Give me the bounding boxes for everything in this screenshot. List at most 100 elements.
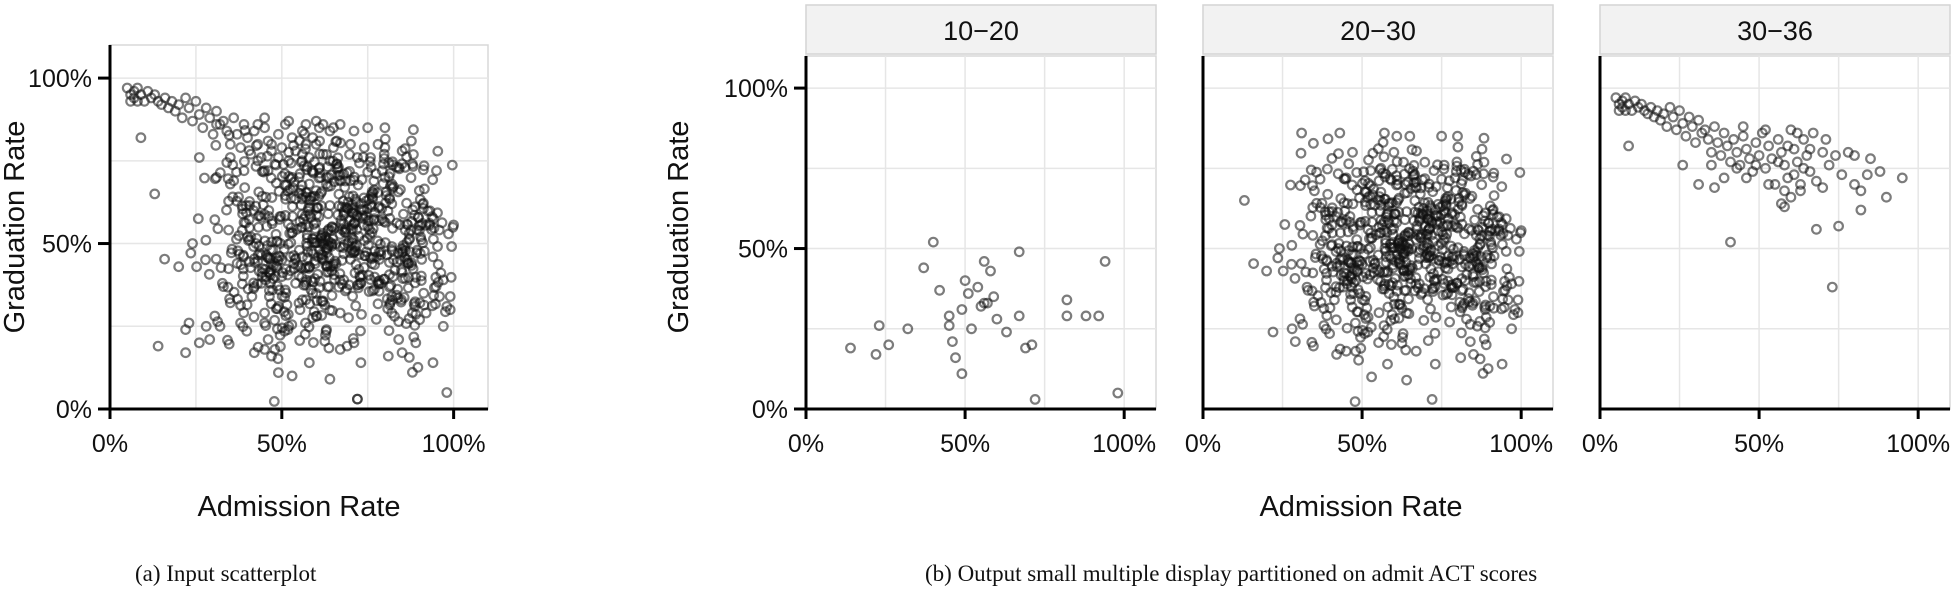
panel-a-point: [368, 251, 380, 263]
facet-20-30-point: [1351, 234, 1363, 246]
panel-a-point: [149, 188, 161, 200]
facet-10-20-point: [873, 320, 885, 332]
facet-20-30-point: [1301, 281, 1313, 293]
facet-10-20-y-tick-label-2: 100%: [724, 75, 788, 103]
panel-a-point: [280, 310, 292, 322]
facet-20-30-point: [1443, 175, 1455, 187]
panel-a-point: [286, 370, 298, 382]
facet-30-36-points: [1610, 92, 1908, 293]
facet-30-36-point: [1702, 133, 1714, 145]
facet-20-30-point: [1502, 229, 1514, 241]
facet-20-30-point: [1391, 174, 1403, 186]
panel-a-point: [320, 329, 331, 341]
panel-a-point: [313, 211, 325, 223]
panel-a-point: [350, 300, 362, 312]
panel-a-point: [416, 253, 428, 265]
panel-a-point: [307, 233, 319, 245]
panel-a-point: [221, 125, 233, 137]
facet-20-30-point: [1364, 180, 1376, 192]
panel-a-y-tick-label-0: 0%: [56, 396, 92, 424]
panel-a-point: [252, 138, 264, 150]
facet-30-36-point: [1718, 172, 1730, 184]
facet-20-30-points: [1238, 127, 1527, 408]
facet-20-30-point: [1286, 258, 1297, 270]
panel-a-point: [224, 152, 236, 163]
facet-30-36-point: [1750, 137, 1762, 149]
facet-10-20-point: [972, 281, 984, 293]
panel-a-point: [395, 296, 407, 308]
facet-20-30-point: [1460, 258, 1471, 270]
facet-20-30-point: [1347, 221, 1359, 233]
facet-20-30-point: [1285, 179, 1296, 191]
facet-30-36-point: [1791, 156, 1803, 168]
panel-a-point: [347, 290, 359, 302]
panel-a-point: [408, 124, 419, 136]
panel-a-point: [324, 155, 336, 167]
facet-20-30-point: [1475, 251, 1487, 263]
facet-20-30-point: [1389, 313, 1400, 325]
facet-20-30-point: [1487, 203, 1499, 215]
panel-a-point: [273, 367, 284, 379]
panel-a-point: [417, 237, 429, 249]
facet-30-36-point: [1798, 162, 1809, 174]
facet-20-30-point: [1418, 315, 1430, 326]
facet-20-30-point: [1378, 151, 1390, 163]
facet-20-30-point: [1457, 187, 1468, 199]
panel-a-point: [180, 324, 192, 336]
facet-20-30-point: [1346, 281, 1357, 293]
panel-a-point: [193, 109, 205, 120]
facet-20-30-point: [1388, 222, 1399, 234]
facet-20-30-point: [1356, 325, 1368, 336]
panel-a-point: [404, 246, 416, 258]
panel-a-point: [414, 314, 426, 326]
panel-a-point: [250, 200, 262, 212]
panel-a-point: [324, 125, 336, 137]
panel-a-point: [304, 208, 316, 220]
panel-a-point: [402, 282, 414, 294]
facet-10-20-point: [978, 256, 990, 267]
facet-20-30-point: [1423, 223, 1435, 235]
facet-20-30-point: [1334, 127, 1346, 139]
facet-20-30-point: [1391, 156, 1403, 168]
facet-20-30-point: [1296, 127, 1307, 139]
panel-a-point: [216, 277, 228, 289]
facet-30-36-point: [1674, 105, 1685, 116]
panel-a-point: [326, 265, 338, 277]
facet-20-30-point: [1467, 299, 1478, 311]
facet-10-20-point: [988, 291, 1000, 303]
facet-10-20-point: [845, 342, 856, 354]
panel-a-point: [375, 238, 386, 250]
facet-20-30-point: [1378, 320, 1390, 332]
panel-a-point: [366, 189, 377, 201]
facet-20-30-point: [1289, 273, 1301, 284]
panel-a-point: [238, 165, 250, 177]
facet-20-30-point: [1357, 271, 1369, 283]
panel-a-point: [408, 298, 420, 310]
panel-a-point: [338, 168, 350, 180]
facet-20-30-point: [1391, 130, 1403, 142]
facet-30-36-point: [1677, 159, 1689, 171]
panel-a-point: [362, 220, 374, 232]
facet-30-36-point: [1865, 153, 1876, 165]
facet-20-30-point: [1411, 145, 1422, 157]
facet-20-30-point: [1484, 317, 1496, 328]
facet-20-30-point: [1427, 236, 1439, 247]
facet-20-30-point: [1477, 210, 1489, 222]
panel-a-point: [297, 148, 308, 160]
panel-a-point: [235, 142, 247, 154]
panel-a-point: [383, 325, 395, 337]
facet-20-30-point: [1382, 214, 1394, 226]
panel-a-point: [382, 303, 394, 315]
facet-20-30-point: [1334, 343, 1346, 355]
facet-20-30-point: [1488, 291, 1499, 303]
panel-a-point: [252, 155, 264, 167]
panel-a-point: [209, 214, 221, 226]
panel-a-point: [428, 233, 439, 245]
facet-20-30-point: [1340, 172, 1352, 184]
facet-20-30-point: [1406, 243, 1418, 255]
facet-20-30-point: [1377, 266, 1389, 278]
panel-a-point: [310, 288, 322, 299]
facet-10-20-x-tick-label-1: 50%: [940, 430, 990, 458]
facet-20-30-point: [1335, 215, 1347, 227]
